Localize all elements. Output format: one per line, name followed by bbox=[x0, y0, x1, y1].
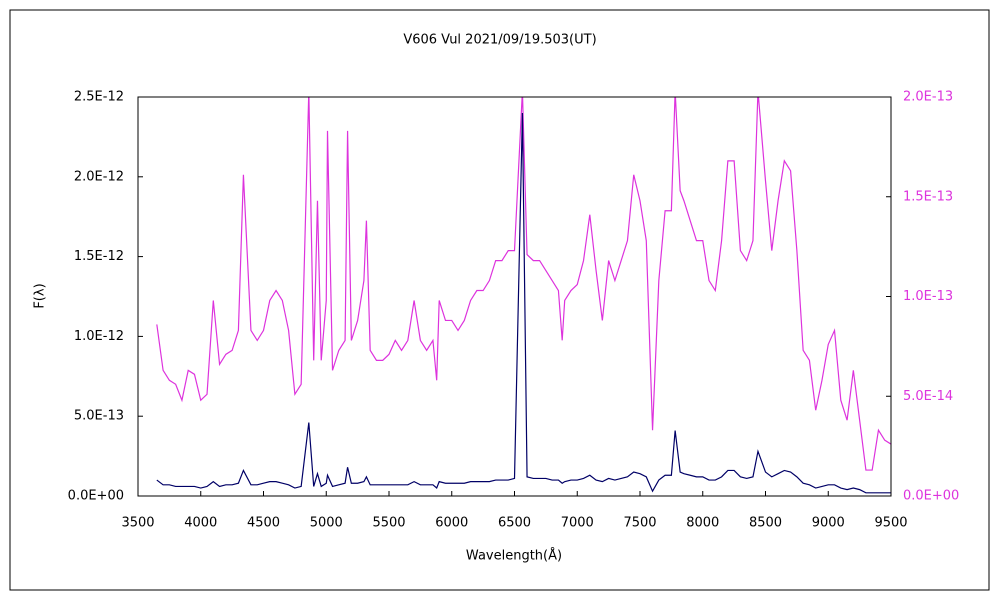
y-axis-label: F(λ) bbox=[33, 283, 48, 308]
y-tick-label: 0.0E+00 bbox=[68, 489, 124, 504]
y2-tick-label: 1.5E-13 bbox=[903, 189, 953, 204]
series-line bbox=[156, 112, 891, 494]
y-tick-label: 2.0E-12 bbox=[74, 169, 124, 184]
x-tick-label: 9000 bbox=[812, 516, 845, 531]
x-tick-label: 5000 bbox=[310, 516, 343, 531]
x-tick-label: 4000 bbox=[184, 516, 217, 531]
x-tick-label: 7000 bbox=[561, 516, 594, 531]
y2-tick-label: 1.0E-13 bbox=[903, 289, 953, 304]
y-tick-label: 1.0E-12 bbox=[74, 329, 124, 344]
x-tick-label: 9500 bbox=[874, 516, 907, 531]
y-tick-label: 5.0E-13 bbox=[74, 409, 124, 424]
x-tick-label: 7500 bbox=[623, 516, 656, 531]
y2-tick-label: 0.0E+00 bbox=[903, 489, 959, 504]
x-tick-label: 3500 bbox=[121, 516, 154, 531]
x-tick-label: 5500 bbox=[372, 516, 405, 531]
y2-tick-label: 2.0E-13 bbox=[903, 90, 953, 105]
x-tick-label: 8500 bbox=[749, 516, 782, 531]
chart-title: V606 Vul 2021/09/19.503(UT) bbox=[403, 33, 596, 48]
chart-frame bbox=[9, 9, 990, 591]
plot-area bbox=[156, 97, 891, 494]
y-tick-label: 2.5E-12 bbox=[74, 90, 124, 105]
x-tick-label: 4500 bbox=[247, 516, 280, 531]
x-tick-label: 6000 bbox=[435, 516, 468, 531]
series-line bbox=[156, 97, 891, 471]
x-axis-label: Wavelength(Å) bbox=[466, 548, 562, 564]
y2-tick-label: 5.0E-14 bbox=[903, 389, 953, 404]
x-tick-label: 6500 bbox=[498, 516, 531, 531]
x-tick-label: 8000 bbox=[686, 516, 719, 531]
y-tick-label: 1.5E-12 bbox=[74, 249, 124, 264]
